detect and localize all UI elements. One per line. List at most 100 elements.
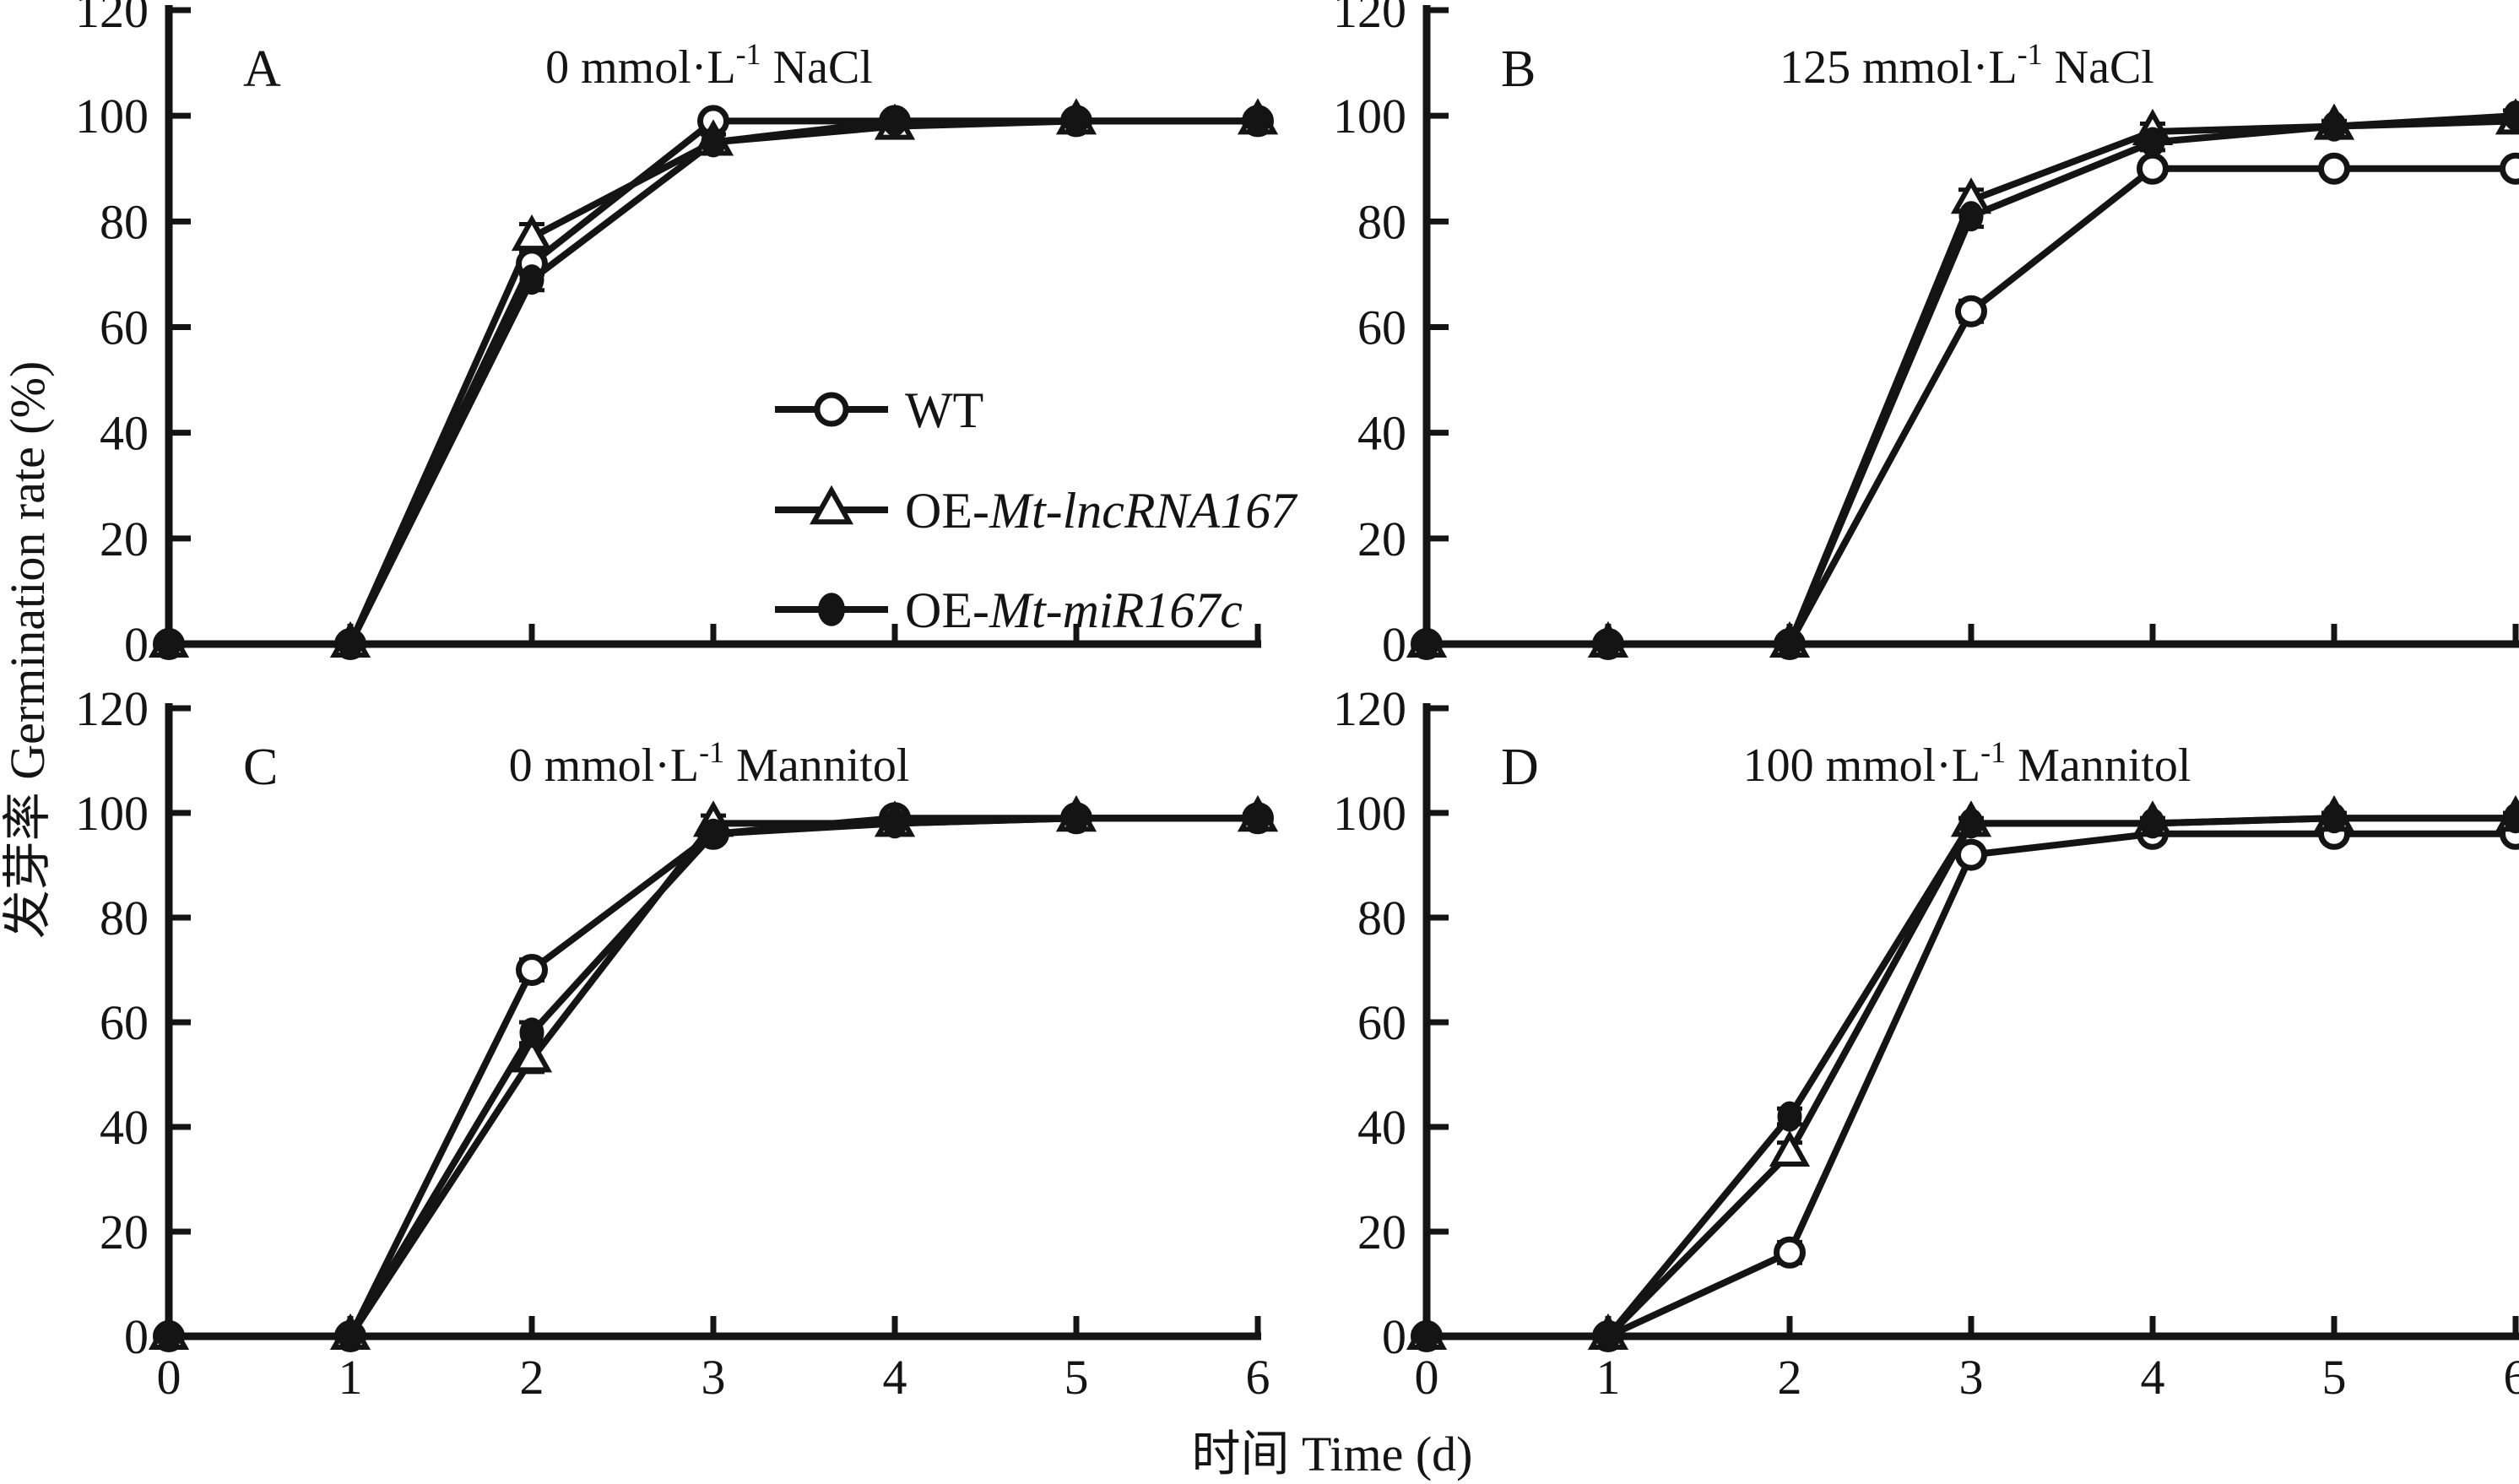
panel-C: 0 20 40 60 80 100 120 0 1 2 3 4 5 6 C 0 mmol·L-1 Mannit… xyxy=(75,681,1279,1405)
x-tick-label: 3 xyxy=(1959,1350,1984,1405)
panel-title: 0 mmol·L-1 Mannitol xyxy=(509,735,910,792)
panel-title: 125 mmol·L-1 NaCl xyxy=(1780,37,2154,94)
legend-item: OE-Mt-miR167c xyxy=(775,582,1243,638)
y-tick-label: 100 xyxy=(1333,786,1406,841)
series-line-open-circle xyxy=(165,815,1261,1340)
y-tick-label: 100 xyxy=(75,89,149,144)
legend-label: OE-Mt-miR167c xyxy=(905,582,1243,638)
filled-circle-marker-icon xyxy=(882,808,907,839)
filled-circle-marker-icon xyxy=(701,818,726,849)
x-tick-label: 4 xyxy=(2141,1350,2165,1405)
filled-circle-marker-icon xyxy=(2503,100,2519,132)
panel-letter: C xyxy=(243,739,278,796)
filled-circle-marker-icon xyxy=(1064,803,1089,834)
y-tick-label: 0 xyxy=(124,1309,149,1364)
filled-circle-marker-icon xyxy=(818,593,845,626)
filled-circle-marker-icon xyxy=(2321,111,2347,142)
x-axis-title: 时间 Time (d) xyxy=(1192,1427,1473,1481)
filled-circle-marker-icon xyxy=(1777,629,1802,659)
y-tick-label: 40 xyxy=(1357,406,1406,461)
filled-circle-marker-icon xyxy=(156,1321,181,1351)
x-tick-label: 6 xyxy=(2504,1350,2519,1405)
filled-circle-marker-icon xyxy=(1414,629,1439,659)
panel-D: 0 20 40 60 80 100 120 0 1 2 3 4 5 6 D 100 mmol·L-1 Mann… xyxy=(1333,681,2519,1405)
legend-label: OE-Mt-lncRNA167 xyxy=(905,483,1298,539)
series-line-open-triangle xyxy=(165,117,1261,647)
panel-title: 100 mmol·L-1 Mannitol xyxy=(1743,735,2191,792)
y-tick-label: 100 xyxy=(75,786,149,841)
y-tick-label: 20 xyxy=(1357,512,1406,566)
open-circle-marker-icon xyxy=(1774,1236,1806,1269)
open-triangle-marker-icon xyxy=(511,1036,553,1073)
y-tick-label: 40 xyxy=(100,406,149,461)
y-tick-label: 20 xyxy=(1357,1205,1406,1259)
open-circle-marker-icon xyxy=(516,954,548,986)
x-tick-label: 2 xyxy=(520,1350,544,1405)
y-tick-label: 20 xyxy=(100,1205,149,1259)
series-line-open-triangle xyxy=(1423,815,2519,1340)
filled-circle-marker-icon xyxy=(2503,803,2519,834)
y-tick-label: 80 xyxy=(100,891,149,945)
y-tick-label: 0 xyxy=(124,617,149,672)
y-tick-label: 40 xyxy=(100,1100,149,1155)
y-tick-label: 120 xyxy=(1333,0,1406,38)
open-circle-marker-icon xyxy=(814,392,849,427)
legend: WT OE-Mt-lncRNA167 OE-Mt-miR167c xyxy=(775,382,1298,638)
panel-title: 0 mmol·L-1 NaCl xyxy=(545,37,873,94)
filled-circle-marker-icon xyxy=(2140,127,2165,158)
y-axis-title: 发芽率 Germination rate (%) xyxy=(0,361,55,940)
y-tick-label: 100 xyxy=(1333,89,1406,144)
y-tick-label: 80 xyxy=(1357,194,1406,249)
filled-circle-marker-icon xyxy=(1245,106,1270,137)
y-tick-label: 80 xyxy=(100,194,149,249)
filled-circle-marker-icon xyxy=(519,264,544,295)
y-tick-label: 0 xyxy=(1382,617,1406,672)
x-tick-label: 6 xyxy=(1246,1350,1270,1405)
series-line-open-triangle xyxy=(165,815,1261,1340)
filled-circle-marker-icon xyxy=(338,1321,363,1351)
y-tick-label: 20 xyxy=(100,512,149,566)
series-line-open-circle xyxy=(165,117,1261,647)
filled-circle-marker-icon xyxy=(1595,1321,1621,1351)
x-tick-label: 2 xyxy=(1778,1350,1802,1405)
y-tick-label: 60 xyxy=(1357,301,1406,355)
filled-circle-marker-icon xyxy=(1064,106,1089,137)
filled-circle-marker-icon xyxy=(338,629,363,659)
series-line-filled-circle xyxy=(1423,815,2519,1340)
filled-circle-marker-icon xyxy=(1958,201,1984,232)
filled-circle-marker-icon xyxy=(701,127,726,158)
series-line-filled-circle xyxy=(165,117,1261,647)
open-circle-marker-icon xyxy=(2318,152,2350,185)
filled-circle-marker-icon xyxy=(1414,1321,1439,1351)
filled-circle-marker-icon xyxy=(2321,803,2347,834)
filled-circle-marker-icon xyxy=(1777,1101,1802,1132)
y-tick-label: 60 xyxy=(1357,995,1406,1050)
open-triangle-marker-icon xyxy=(511,214,553,252)
open-circle-marker-icon xyxy=(1955,838,1987,871)
panel-letter: B xyxy=(1501,41,1536,98)
filled-circle-marker-icon xyxy=(1245,803,1270,834)
x-tick-label: 5 xyxy=(2322,1350,2347,1405)
series-line-open-circle xyxy=(1423,830,2519,1340)
x-tick-label: 0 xyxy=(157,1350,181,1405)
x-tick-label: 3 xyxy=(702,1350,726,1405)
filled-circle-marker-icon xyxy=(1595,629,1621,659)
filled-circle-marker-icon xyxy=(2140,808,2165,839)
legend-label: WT xyxy=(905,382,983,438)
legend-item: OE-Mt-lncRNA167 xyxy=(775,483,1298,539)
y-tick-label: 40 xyxy=(1357,1100,1406,1155)
filled-circle-marker-icon xyxy=(156,629,181,659)
y-tick-label: 120 xyxy=(75,681,149,736)
open-circle-marker-icon xyxy=(2137,152,2169,185)
panel-letter: A xyxy=(243,41,281,98)
y-tick-label: 120 xyxy=(75,0,149,38)
panel-letter: D xyxy=(1501,739,1539,796)
series-line-open-circle xyxy=(1423,165,2519,647)
y-tick-label: 60 xyxy=(100,301,149,355)
x-tick-label: 1 xyxy=(1596,1350,1621,1405)
x-tick-label: 1 xyxy=(339,1350,363,1405)
x-tick-label: 5 xyxy=(1064,1350,1089,1405)
panel-B: 0 20 40 60 80 100 120 B 125 mmol·L-1 NaCl xyxy=(1333,0,2519,672)
